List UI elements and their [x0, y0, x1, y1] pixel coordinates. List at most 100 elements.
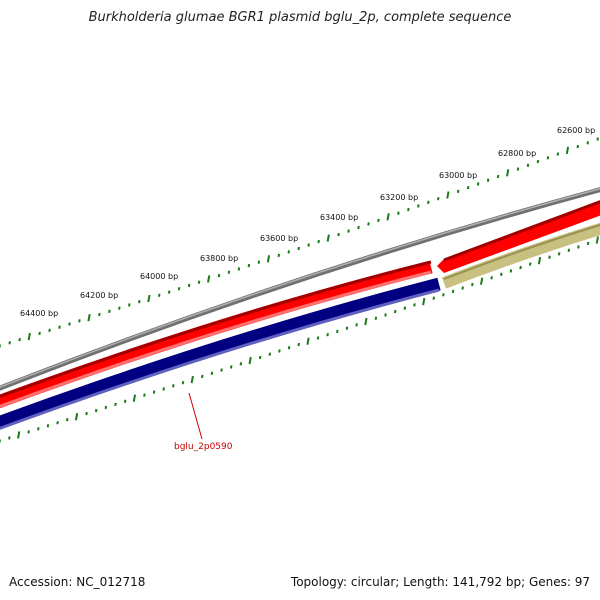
other-gene-arc-shade — [443, 223, 600, 280]
inner-minor-tick — [123, 399, 127, 403]
inner-minor-tick — [56, 421, 59, 425]
ruler-minor-tick — [377, 218, 380, 223]
ruler-minor-tick — [556, 152, 560, 156]
inner-major-tick — [248, 356, 252, 365]
ruler-minor-tick — [516, 167, 520, 171]
inner-minor-tick — [336, 329, 339, 334]
ruler-minor-tick — [247, 263, 251, 268]
outer-tick-ring — [0, 137, 599, 348]
ruler-minor-tick — [78, 319, 81, 323]
inner-minor-tick — [268, 352, 272, 356]
ruler-minor-tick — [427, 200, 430, 204]
inner-major-tick — [17, 431, 21, 439]
inner-minor-tick — [27, 430, 30, 434]
inner-minor-tick — [577, 245, 580, 249]
inner-minor-tick — [586, 241, 590, 246]
ruler-label: 63600 bp — [260, 234, 298, 243]
inner-minor-tick — [451, 289, 455, 294]
inner-minor-tick — [37, 427, 40, 431]
gene-label[interactable]: bglu_2p0590 — [174, 442, 233, 452]
inner-minor-tick — [316, 336, 320, 340]
ruler-minor-tick — [8, 341, 11, 345]
ruler-minor-tick — [367, 222, 370, 226]
backbone-arc-highlight — [0, 187, 600, 388]
ruler-minor-tick — [486, 178, 490, 182]
ruler-major-tick — [446, 191, 450, 199]
ruler-minor-tick — [357, 225, 360, 230]
ruler-minor-tick — [227, 270, 231, 274]
ruler-major-tick — [565, 146, 570, 154]
ruler-minor-tick — [237, 267, 241, 271]
reverse-gene-arc[interactable] — [0, 277, 441, 430]
ruler-major-tick — [266, 255, 271, 263]
ruler-minor-tick — [407, 207, 410, 212]
ruler-minor-tick — [217, 273, 221, 278]
ruler-minor-tick — [596, 137, 599, 141]
forward-gene-arrow[interactable] — [437, 197, 600, 273]
inner-minor-tick — [8, 436, 11, 440]
other-gene-arc[interactable] — [441, 222, 600, 289]
inner-major-tick — [74, 412, 79, 421]
inner-minor-tick — [94, 408, 98, 413]
forward-gene-arc[interactable] — [0, 260, 433, 409]
inner-minor-tick — [258, 355, 262, 360]
inner-minor-tick — [471, 282, 474, 287]
ruler-label: 63800 bp — [200, 254, 238, 263]
ruler-major-tick — [207, 275, 211, 283]
ruler-minor-tick — [18, 338, 21, 342]
inner-minor-tick — [461, 286, 464, 290]
inner-major-tick — [132, 394, 137, 402]
ruler-minor-tick — [546, 156, 550, 160]
inner-minor-tick — [201, 374, 204, 379]
ruler-minor-tick — [257, 260, 261, 264]
inner-minor-tick — [162, 387, 165, 391]
inner-minor-tick — [220, 368, 223, 372]
inner-tick-ring — [0, 236, 599, 443]
inner-minor-tick — [172, 384, 175, 388]
inner-minor-tick — [432, 296, 436, 300]
ruler-minor-tick — [277, 253, 281, 258]
ruler-minor-tick — [536, 159, 540, 164]
inner-minor-tick — [152, 390, 156, 394]
ruler-major-tick — [326, 234, 330, 242]
ruler-minor-tick — [397, 211, 400, 215]
map-title: Burkholderia glumae BGR1 plasmid bglu_2p… — [88, 10, 512, 25]
inner-minor-tick — [509, 269, 513, 273]
ruler-label: 62800 bp — [498, 149, 536, 158]
ruler-minor-tick — [157, 293, 161, 297]
topology-summary: Topology: circular; Length: 141,792 bp; … — [290, 575, 590, 589]
inner-major-tick — [422, 297, 426, 306]
ruler-minor-tick — [58, 325, 61, 329]
ruler-minor-tick — [417, 204, 420, 208]
inner-minor-tick — [500, 272, 503, 277]
ruler-minor-tick — [307, 243, 310, 247]
ruler-minor-tick — [38, 331, 41, 336]
accession-text: Accession: NC_012718 — [9, 575, 146, 589]
ruler-minor-tick — [167, 290, 171, 294]
inner-minor-tick — [239, 362, 243, 366]
ruler-minor-tick — [526, 163, 530, 167]
ruler-minor-tick — [128, 303, 131, 307]
inner-major-tick — [480, 277, 484, 285]
inner-minor-tick — [85, 411, 88, 416]
inner-major-tick — [537, 256, 542, 265]
forward-gene-arc-light — [0, 270, 432, 408]
reverse-gene-arc-light — [0, 288, 440, 430]
inner-minor-tick — [557, 252, 561, 256]
ruler-minor-tick — [187, 283, 191, 288]
inner-minor-tick — [114, 402, 117, 407]
inner-minor-tick — [384, 313, 387, 317]
ruler-minor-tick — [496, 174, 500, 179]
ruler-labels: 62600 bp 62800 bp 63000 bp 63200 bp 63400 bp… — [20, 126, 595, 318]
inner-minor-tick — [278, 349, 281, 353]
ruler-minor-tick — [576, 144, 580, 149]
inner-minor-tick — [403, 306, 407, 310]
ruler-label: 63200 bp — [380, 193, 418, 202]
inner-major-tick — [190, 375, 194, 384]
ruler-major-tick — [147, 294, 151, 303]
inner-minor-tick — [528, 262, 532, 266]
inner-minor-tick — [181, 381, 185, 385]
ruler-minor-tick — [118, 306, 121, 310]
ruler-minor-tick — [476, 182, 480, 186]
backbone-arc — [0, 187, 600, 391]
